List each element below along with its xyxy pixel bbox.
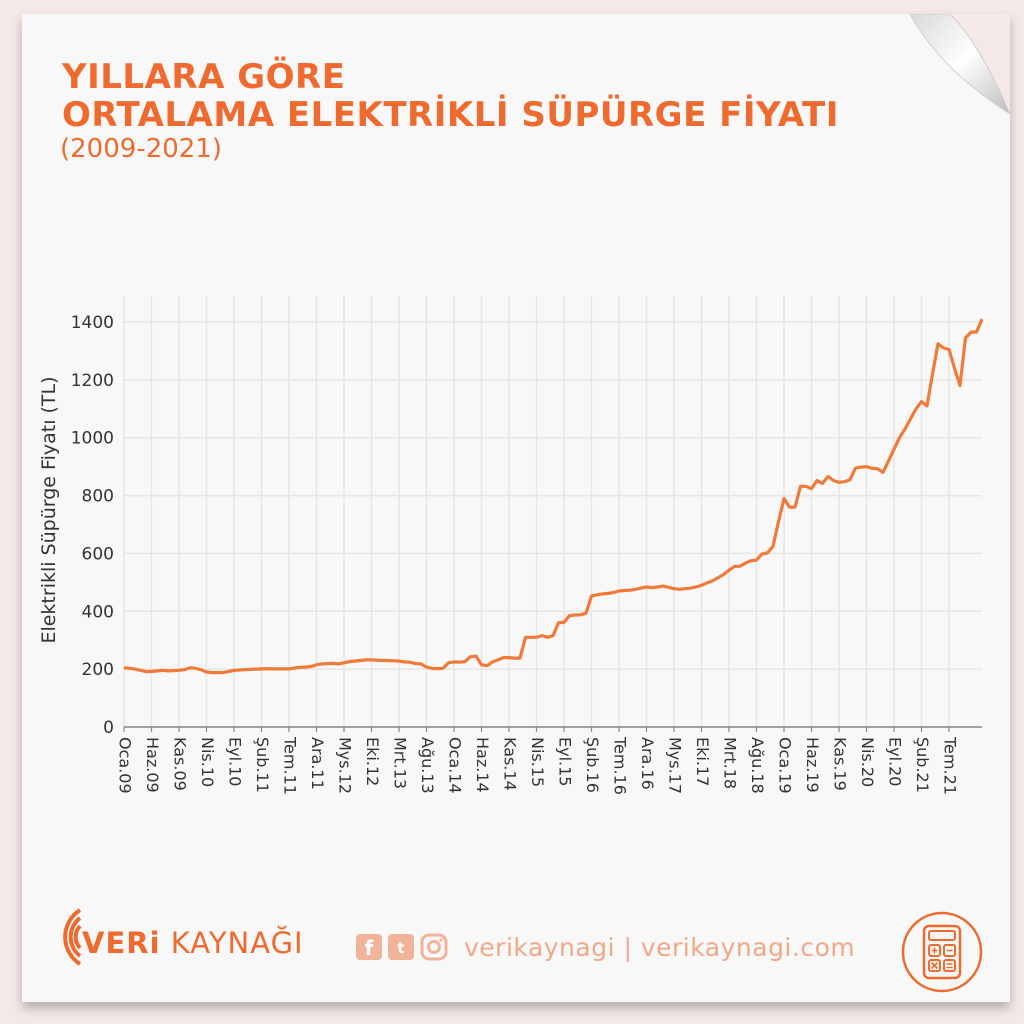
x-tick-label: Nis.10 [198, 737, 217, 787]
poster-card [22, 14, 1010, 1002]
title-line-2: ORTALAMA ELEKTRİKLİ SÜPÜRGE FİYATI [62, 95, 839, 135]
x-tick-label: Haz.14 [473, 737, 492, 793]
x-tick-label: Eki.12 [363, 737, 382, 786]
y-tick-label: 1200 [71, 371, 114, 391]
brand-bold: VERi [82, 926, 161, 960]
series-line [123, 318, 984, 675]
x-tick-label: Tem.16 [611, 736, 630, 795]
x-tick-label: Kas.19 [831, 737, 850, 791]
page-curl-icon [910, 14, 1010, 114]
y-tick-label: 800 [82, 487, 114, 507]
x-tick-label: Haz.19 [803, 737, 822, 793]
x-tick-label: Eyl.20 [886, 737, 905, 786]
x-tick-label: Mys.17 [666, 737, 685, 794]
x-tick-label: Eyl.15 [556, 737, 575, 786]
chart-subtitle: (2009-2021) [60, 134, 223, 164]
y-tick-label: 1000 [71, 429, 114, 449]
x-tick-label: Ağu.13 [418, 737, 437, 794]
x-tick-label: Ara.16 [638, 737, 657, 790]
x-tick-label: Kas.14 [501, 737, 520, 791]
y-axis-label: Elektrikli Süpürge Fiyatı (TL) [38, 376, 60, 644]
instagram-icon[interactable] [420, 933, 448, 961]
brand-logo-icon [63, 908, 82, 966]
x-tick-label: Kas.09 [171, 737, 190, 791]
x-tick-label: Şub.11 [253, 737, 272, 793]
x-tick-label: Ara.11 [308, 737, 327, 790]
x-tick-label: Eyl.10 [226, 737, 245, 786]
brand-rest: KAYNAĞI [160, 926, 304, 960]
facebook-icon[interactable]: f [356, 934, 382, 960]
x-tick-label: Nis.15 [528, 737, 547, 787]
y-tick-label: 0 [103, 718, 114, 738]
x-tick-label: Mrt.18 [721, 737, 740, 789]
x-tick-label: Şub.16 [583, 737, 602, 793]
x-tick-label: Oca.19 [776, 737, 795, 794]
x-tick-label: Tem.11 [281, 736, 300, 795]
x-tick-label: Şub.21 [913, 737, 932, 793]
y-tick-label: 400 [82, 602, 114, 622]
x-tick-label: Oca.09 [116, 737, 135, 794]
y-tick-label: 1400 [71, 313, 114, 333]
x-tick-label: Mrt.13 [391, 737, 410, 789]
x-tick-label: Haz.09 [143, 737, 162, 793]
social-links: f t [356, 933, 448, 961]
x-tick-label: Oca.14 [446, 737, 465, 794]
x-tick-label: Mys.12 [336, 737, 355, 794]
calculator-icon [901, 911, 983, 993]
x-tick-label: Ağu.18 [748, 737, 767, 794]
website-handle[interactable]: verikaynagi | verikaynagi.com [464, 933, 856, 962]
x-tick-label: Eki.17 [693, 737, 712, 786]
chart-title: YILLARA GÖRE ORTALAMA ELEKTRİKLİ SÜPÜRGE… [62, 58, 839, 134]
x-tick-label: Tem.21 [941, 736, 960, 795]
y-tick-label: 200 [82, 660, 114, 680]
title-line-1: YILLARA GÖRE [62, 57, 346, 97]
twitter-icon[interactable]: t [388, 934, 414, 960]
brand-name: VERi KAYNAĞI [82, 926, 304, 960]
y-tick-label: 600 [82, 544, 114, 564]
x-tick-label: Nis.20 [858, 737, 877, 787]
